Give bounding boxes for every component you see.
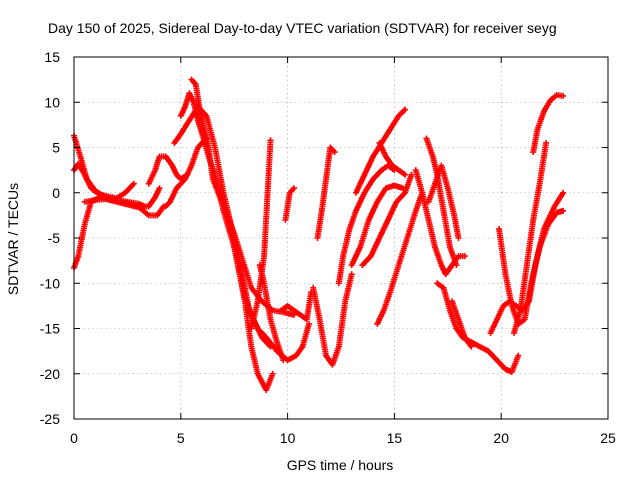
x-axis-label: GPS time / hours — [287, 457, 394, 473]
y-tick-label: 15 — [44, 49, 60, 65]
x-tick-label: 20 — [493, 430, 509, 446]
series-arc-13 — [282, 185, 298, 223]
x-tick-label: 15 — [387, 430, 403, 446]
data-markers — [449, 298, 475, 350]
series-arc-29 — [496, 207, 567, 327]
data-markers — [335, 162, 398, 287]
data-markers — [374, 189, 426, 327]
data-markers — [376, 139, 409, 178]
series-arc-30 — [511, 139, 550, 337]
data-markers — [310, 271, 355, 368]
series-arc-22 — [376, 139, 409, 178]
data-points — [71, 76, 567, 394]
y-tick-label: 0 — [52, 185, 60, 201]
y-tick-label: 5 — [52, 140, 60, 156]
x-tick-label: 25 — [600, 430, 616, 446]
data-markers — [145, 153, 191, 187]
series-arc-04 — [81, 185, 163, 211]
x-tick-label: 5 — [177, 430, 185, 446]
x-tick-label: 0 — [70, 430, 78, 446]
data-markers — [282, 185, 298, 223]
data-markers — [256, 262, 287, 364]
series-arc-07 — [171, 103, 274, 350]
series-arc-08 — [177, 90, 276, 394]
y-tick-label: 10 — [44, 94, 60, 110]
axis-ticks: 0 5 10 15 20 25 -25 -20 -15 -10 -5 0 5 10 15 — [40, 49, 616, 446]
series-arc-19 — [359, 171, 415, 269]
series-arc-26 — [425, 162, 462, 241]
x-tick-label: 10 — [280, 430, 296, 446]
series-arc-16 — [314, 144, 338, 241]
series-arc-27 — [449, 298, 475, 350]
y-tick-label: -25 — [40, 411, 60, 427]
series-arc-21 — [374, 189, 426, 327]
series-arc-05 — [145, 153, 191, 187]
series-arc-17 — [335, 162, 398, 287]
series-arc-18 — [348, 182, 406, 269]
chart-title: Day 150 of 2025, Sidereal Day-to-day VTE… — [48, 20, 557, 36]
y-axis-label: SDTVAR / TECUs — [5, 183, 21, 295]
data-markers — [348, 182, 406, 269]
series-arc-15 — [310, 271, 355, 368]
series-arc-02 — [71, 194, 167, 271]
y-tick-label: -5 — [48, 230, 61, 246]
y-tick-label: -10 — [40, 275, 60, 291]
series-arc-06 — [162, 135, 210, 210]
y-tick-label: -20 — [40, 366, 60, 382]
data-markers — [71, 194, 167, 271]
data-markers — [434, 280, 522, 375]
data-markers — [511, 139, 550, 337]
data-markers — [359, 171, 415, 269]
data-markers — [81, 185, 163, 211]
data-markers — [530, 92, 567, 156]
data-markers — [177, 90, 276, 394]
data-markers — [496, 207, 567, 327]
series-arc-31 — [530, 92, 567, 156]
data-markers — [425, 162, 462, 241]
data-markers — [162, 135, 210, 210]
data-markers — [278, 289, 315, 323]
data-markers — [314, 144, 338, 241]
data-markers — [171, 103, 274, 350]
series-arc-14 — [278, 289, 315, 323]
grid-lines — [74, 57, 608, 419]
series-arc-12 — [256, 262, 287, 364]
y-tick-label: -15 — [40, 321, 60, 337]
series-arc-25 — [434, 280, 522, 375]
